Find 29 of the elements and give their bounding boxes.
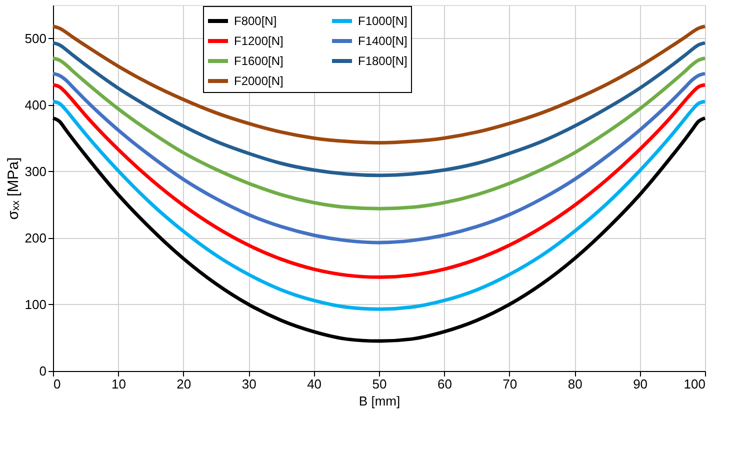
x-tick-label: 90 xyxy=(633,376,648,392)
y-tick-label: 400 xyxy=(24,97,46,112)
legend-label: F1000[N] xyxy=(358,14,408,28)
line-series xyxy=(51,56,707,210)
legend-label: F1800[N] xyxy=(358,54,408,68)
x-tick-label: 0 xyxy=(54,376,61,392)
x-tick-label: 10 xyxy=(111,376,126,392)
x-tick-label: 30 xyxy=(242,376,256,392)
x-tick-label: 50 xyxy=(372,376,387,392)
x-tick-label: 70 xyxy=(502,376,518,392)
legend-label: F1400[N] xyxy=(358,34,408,48)
y-tick-label: 300 xyxy=(24,164,46,179)
legend-label: F1200[N] xyxy=(234,34,284,48)
y-tick-label: 500 xyxy=(24,30,46,46)
x-tick-label: 40 xyxy=(307,376,322,392)
legend-label: F800[N] xyxy=(234,14,277,28)
x-tick-label: 100 xyxy=(684,376,706,392)
x-tick-label: 60 xyxy=(437,376,452,392)
line-series xyxy=(51,100,707,311)
legend-label: F1600[N] xyxy=(234,54,284,68)
line-series xyxy=(51,72,707,244)
y-tick-label: 200 xyxy=(24,230,46,246)
y-tick-label: 0 xyxy=(39,364,46,378)
x-tick-label: 80 xyxy=(568,376,582,392)
y-axis-title: σₓₓ [MPa] xyxy=(4,157,22,220)
x-tick-label: 20 xyxy=(176,376,192,392)
legend-label: F2000[N] xyxy=(234,74,284,88)
y-tick-label: 100 xyxy=(24,296,46,312)
x-axis-title: B [mm] xyxy=(358,394,400,408)
